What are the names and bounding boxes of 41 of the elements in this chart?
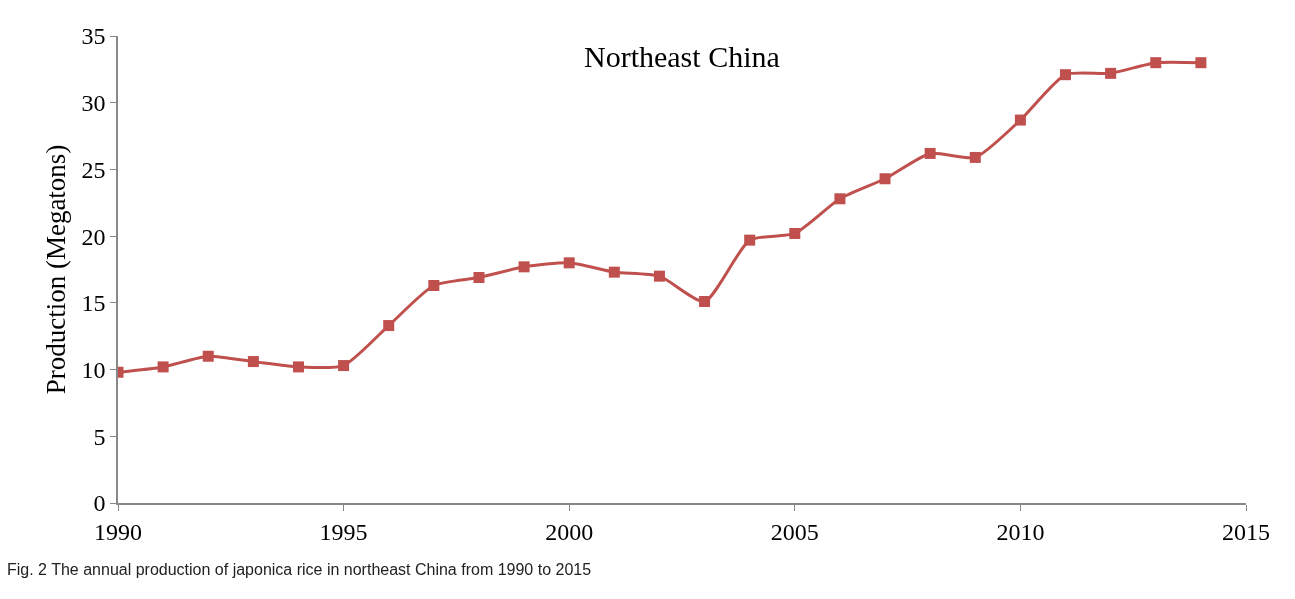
point xyxy=(292,361,304,373)
point xyxy=(653,270,665,282)
y-tick-label: 0 xyxy=(93,490,106,517)
x-tick-label: 2000 xyxy=(545,518,594,545)
y-tick-label: 10 xyxy=(81,356,106,383)
point xyxy=(1195,57,1207,69)
y-tick-label: 30 xyxy=(81,90,106,117)
point xyxy=(744,234,756,246)
x-tick-label: 2010 xyxy=(996,518,1045,545)
y-axis-title: Production (Megatons) xyxy=(41,144,71,395)
point xyxy=(879,173,891,185)
point xyxy=(202,350,214,362)
point xyxy=(247,356,259,368)
y-tick-label: 15 xyxy=(81,290,106,317)
point xyxy=(338,360,350,372)
point xyxy=(789,227,801,239)
point xyxy=(969,151,981,163)
point xyxy=(563,257,575,269)
caption: Fig. 2 The annual production of japonica rice in northeast China from 1990 to 2015 xyxy=(7,561,592,578)
chart-title: Northeast China xyxy=(584,40,780,73)
point xyxy=(383,320,395,332)
point xyxy=(157,361,169,373)
y-tick-label: 35 xyxy=(81,23,106,50)
point xyxy=(1014,114,1026,126)
y-tick-label: 20 xyxy=(81,223,106,250)
point xyxy=(699,296,711,308)
point xyxy=(473,272,485,284)
x-tick-label: 2005 xyxy=(770,518,819,545)
point xyxy=(608,266,620,278)
point xyxy=(1150,57,1162,69)
y-tick-label: 25 xyxy=(81,156,106,183)
point xyxy=(1105,67,1117,79)
x-tick-label: 1995 xyxy=(319,518,368,545)
point xyxy=(1060,69,1072,81)
x-tick-label: 2015 xyxy=(1222,518,1270,545)
x-tick-label: 1990 xyxy=(94,518,142,545)
point xyxy=(924,147,936,159)
point xyxy=(834,193,846,205)
point xyxy=(518,261,530,273)
y-tick-label: 5 xyxy=(93,423,106,450)
point xyxy=(428,280,440,292)
